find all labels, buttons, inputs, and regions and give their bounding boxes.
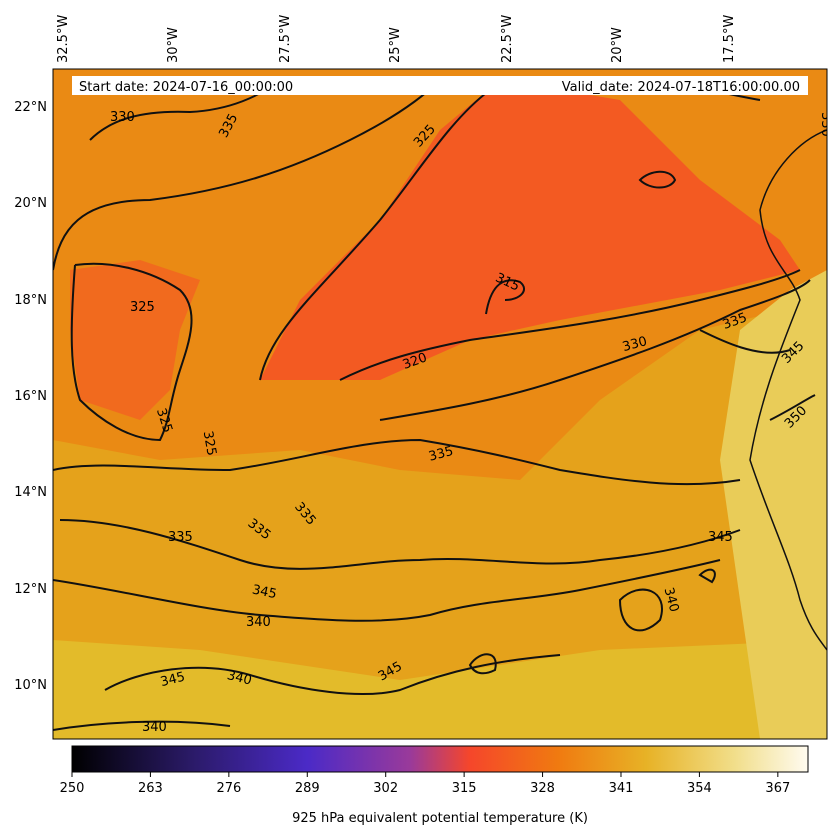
contour-label: 340	[225, 668, 253, 689]
colorbar-tick-label: 302	[373, 781, 398, 796]
date-banner	[72, 76, 808, 95]
contour-blob-1	[638, 170, 677, 189]
contour-label: 335	[427, 444, 455, 465]
contour-325-west	[70, 262, 193, 442]
contour-label: 340	[660, 586, 681, 614]
map-panel: 330 335 325 315 330 335 345 350 330 325 …	[53, 69, 833, 739]
field-red-west	[70, 260, 200, 420]
lat-tick: 14°N	[14, 485, 47, 500]
lon-tick: 17.5°W	[722, 15, 737, 63]
contour-label: 345	[251, 582, 278, 602]
contour-335-south	[59, 519, 741, 570]
contour-label: 345	[708, 530, 733, 545]
field-yellow-south	[53, 640, 827, 739]
contour-335-band	[53, 438, 741, 486]
contour-340-bottom	[53, 720, 231, 731]
lat-tick: 18°N	[14, 293, 47, 308]
lon-tick: 27.5°W	[278, 15, 293, 63]
colorbar: 250 263 276 289 302 315 328 341 354 367 925 hPa e…	[60, 745, 809, 826]
colorbar-tick-label: 263	[138, 781, 163, 796]
valid-date: Valid_date: 2024-07-18T16:00:00.00	[562, 80, 800, 95]
contour-blob-2	[618, 588, 663, 632]
lon-tick: 30°W	[166, 27, 181, 63]
start-date: Start date: 2024-07-16_00:00:00	[79, 80, 293, 95]
colorbar-tick-label: 367	[765, 781, 790, 796]
colorbar-gradient	[71, 745, 809, 773]
longitude-ticks: 32.5°W 30°W 27.5°W 25°W 22.5°W 20°W 17.5…	[56, 15, 737, 63]
contour-label: 345	[159, 670, 187, 691]
contour-335-west	[53, 79, 441, 271]
lat-tick: 10°N	[14, 678, 47, 693]
lon-tick: 32.5°W	[56, 15, 71, 63]
contour-label: 340	[142, 720, 167, 735]
colorbar-tick-label: 289	[295, 781, 320, 796]
colorbar-tick-label: 315	[452, 781, 477, 796]
colorbar-tick-label: 354	[687, 781, 712, 796]
contour-blob-4	[698, 568, 716, 584]
latitude-ticks: 22°N 20°N 18°N 16°N 14°N 12°N 10°N	[14, 100, 47, 693]
contour-345-east	[699, 329, 791, 354]
lat-tick: 20°N	[14, 196, 47, 211]
colorbar-tick-label: 328	[530, 781, 555, 796]
contour-blob-3	[468, 653, 497, 675]
lon-tick: 25°W	[388, 27, 403, 63]
contour-340	[53, 559, 721, 622]
colorbar-ticks: 250 263 276 289 302 315 328 341 354 367	[60, 772, 790, 796]
colorbar-tick-label: 250	[60, 781, 85, 796]
colorbar-label: 925 hPa equivalent potential temperature…	[292, 811, 588, 826]
contour-315-core	[485, 279, 525, 315]
colorbar-tick-label: 276	[216, 781, 241, 796]
contour-345-south	[104, 654, 561, 695]
contour-label: 330	[818, 112, 833, 137]
coast-line	[749, 129, 827, 651]
contour-label: 325	[153, 406, 175, 434]
lat-tick: 16°N	[14, 389, 47, 404]
lat-tick: 22°N	[14, 100, 47, 115]
contour-320	[339, 269, 801, 381]
contour-label: 325	[200, 430, 219, 457]
contour-label: 330	[621, 334, 649, 355]
contour-label: 340	[246, 615, 271, 630]
contour-350-coast	[769, 394, 816, 421]
field-red-core	[260, 80, 800, 380]
field-pale-coast	[720, 270, 827, 739]
contour-label: 330	[110, 110, 135, 125]
lon-tick: 22.5°W	[500, 15, 515, 63]
colorbar-tick-label: 341	[609, 781, 634, 796]
contour-label: 335	[168, 530, 193, 545]
contour-label: 325	[130, 300, 155, 315]
map-frame	[52, 68, 828, 740]
lon-tick: 20°W	[610, 27, 625, 63]
lat-tick: 12°N	[14, 582, 47, 597]
contour-330-mid	[379, 279, 811, 421]
